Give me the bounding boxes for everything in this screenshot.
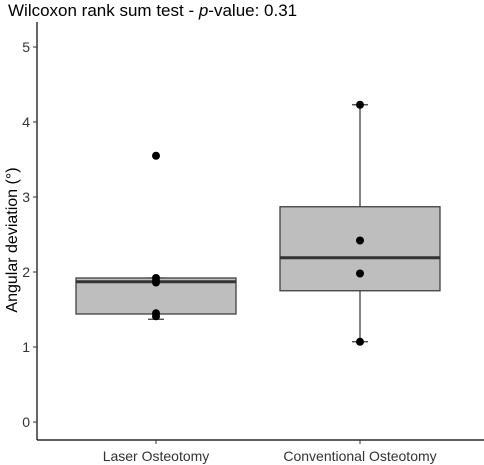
y-tick-label: 3 xyxy=(22,189,30,205)
y-tick-label: 5 xyxy=(22,39,30,55)
chart-title: Wilcoxon rank sum test - p-value: 0.31 xyxy=(8,1,297,20)
data-point xyxy=(356,337,364,346)
data-point xyxy=(356,269,364,278)
data-point xyxy=(152,151,160,160)
x-tick-label: Conventional Osteotomy xyxy=(283,448,436,464)
y-tick-label: 1 xyxy=(22,339,30,355)
data-point xyxy=(356,100,364,109)
y-tick-label: 4 xyxy=(22,114,30,130)
x-tick-label: Laser Osteotomy xyxy=(103,448,210,464)
plot-area: 0 1 2 3 4 5 Laser Osteotomy Conventional Osteot… xyxy=(22,22,484,464)
box-iqr xyxy=(75,277,237,315)
data-point xyxy=(356,236,364,245)
y-tick-label: 0 xyxy=(22,414,30,430)
y-axis-title: Angular deviation (°) xyxy=(4,167,21,312)
data-point xyxy=(152,278,160,287)
box-iqr xyxy=(279,206,441,292)
y-tick-label: 2 xyxy=(22,264,30,280)
data-point xyxy=(152,312,160,321)
